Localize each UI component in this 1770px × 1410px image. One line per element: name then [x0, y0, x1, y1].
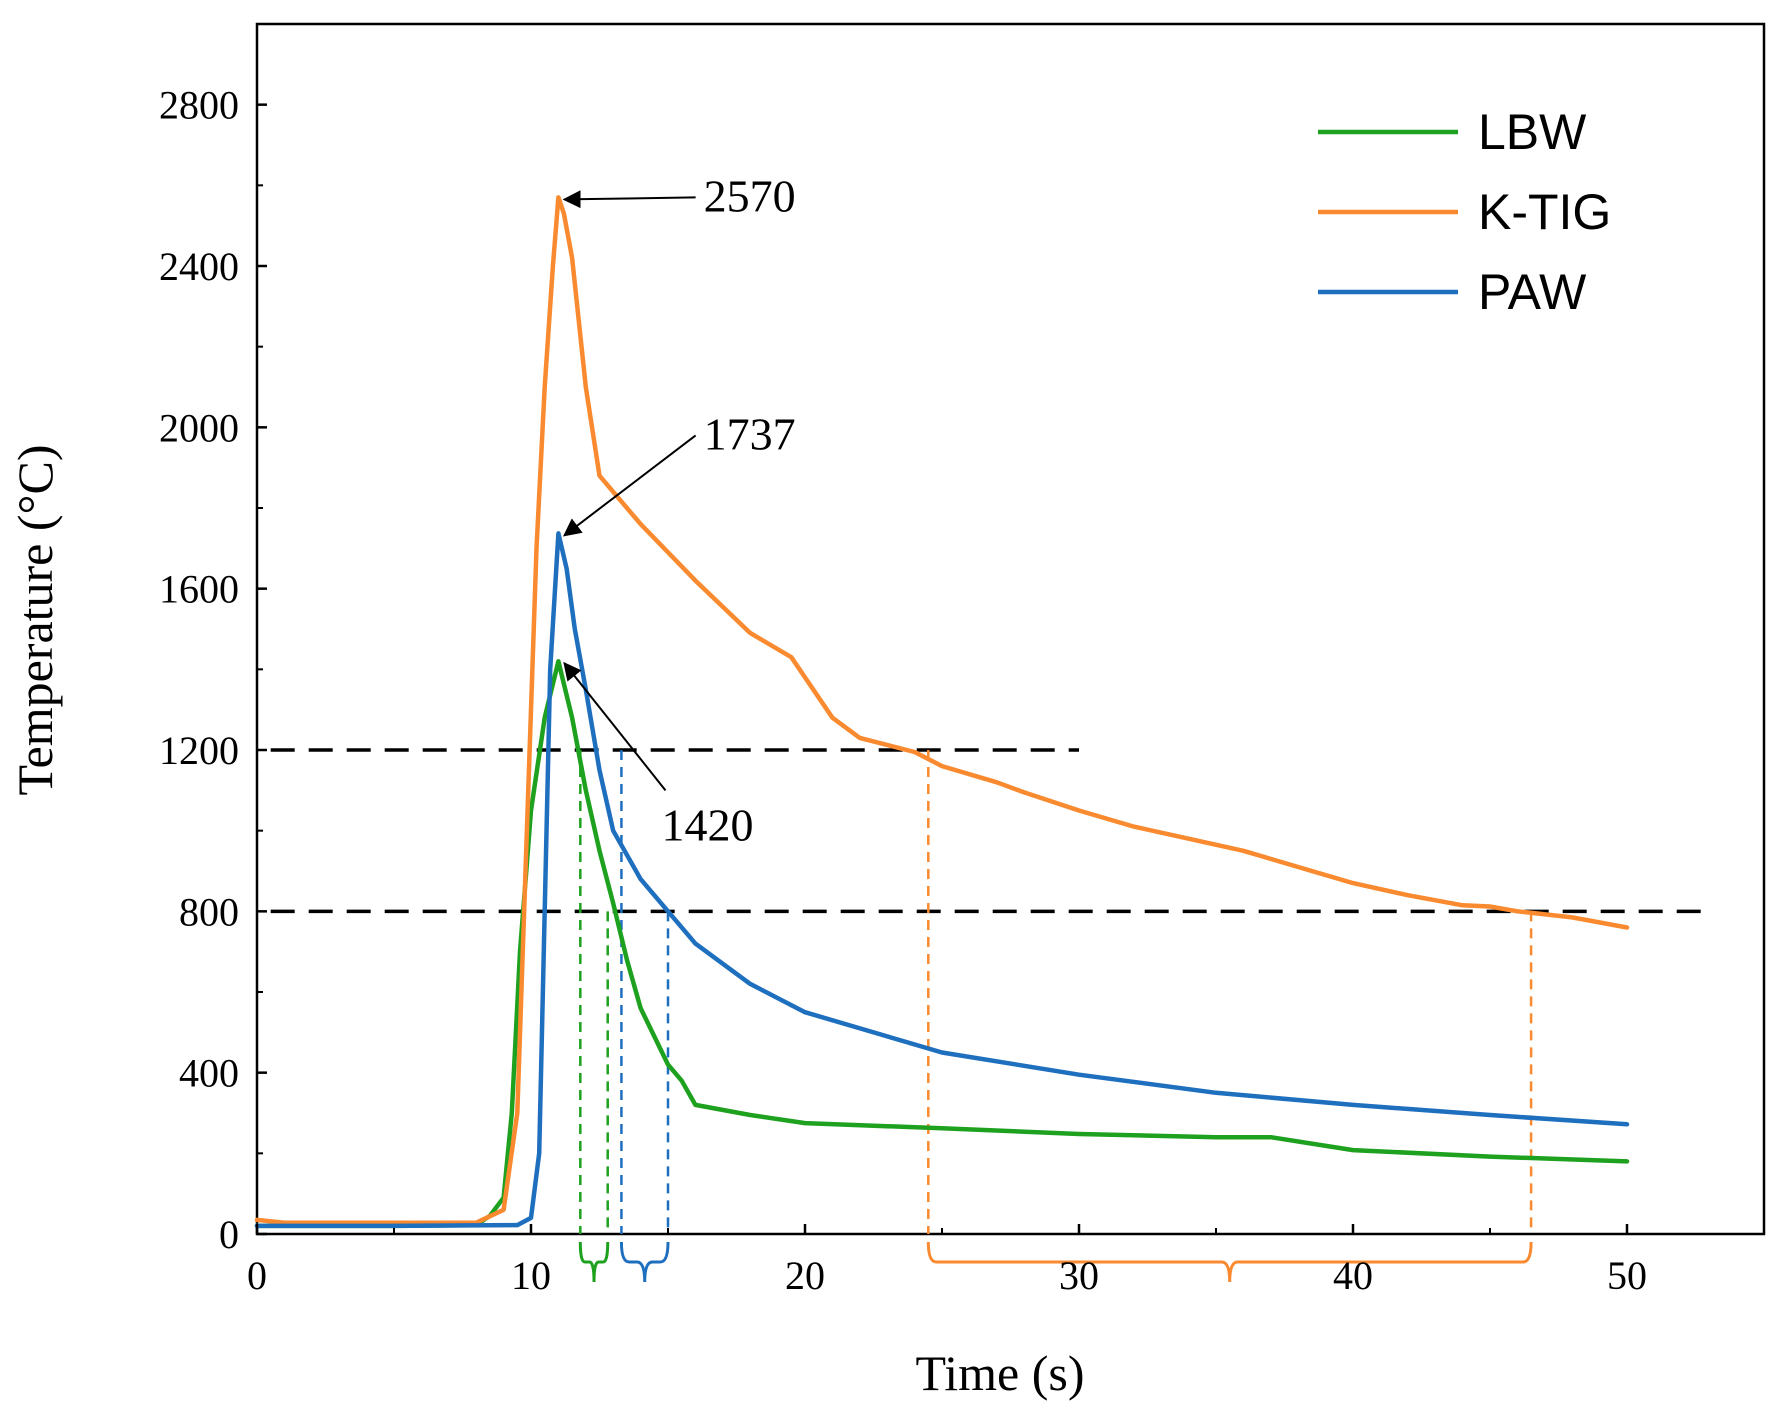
x-tick-label-40: 40: [1333, 1253, 1373, 1298]
annotation-arrow-2570: [562, 190, 696, 209]
legend-label-paw: PAW: [1478, 264, 1587, 320]
y-tick-label-1200: 1200: [159, 728, 239, 773]
annotations: 2570 1737 1420: [562, 170, 796, 850]
drop-lines: [579, 750, 1533, 1234]
x-tick-label-10: 10: [511, 1253, 551, 1298]
annotation-arrow-1737: [562, 434, 697, 537]
y-tick-label-400: 400: [179, 1051, 239, 1096]
x-tick-label-0: 0: [247, 1253, 267, 1298]
brace-paw: [619, 1241, 670, 1283]
series-line-k-tig: [254, 195, 1630, 1225]
legend-label-lbw: LBW: [1478, 104, 1587, 160]
y-axis: 0 400 800 1200 1600 2000 2400 2800: [159, 83, 267, 1257]
plot-frame: [255, 22, 1766, 1236]
y-axis-title: Temperature (°C): [7, 444, 63, 795]
x-tick-label-30: 30: [1059, 1253, 1099, 1298]
annotation-label-2570: 2570: [704, 170, 796, 221]
y-tick-label-2800: 2800: [159, 83, 239, 128]
annotation-label-1737: 1737: [704, 408, 796, 459]
x-tick-label-50: 50: [1607, 1253, 1647, 1298]
y-tick-label-0: 0: [219, 1212, 239, 1257]
annotation-arrow-1420: [563, 661, 667, 791]
y-tick-label-2000: 2000: [159, 405, 239, 450]
brace-lbw: [578, 1241, 610, 1283]
reference-lines: [270, 748, 1710, 914]
interval-braces: [578, 1241, 1533, 1283]
x-axis-title: Time (s): [915, 1345, 1084, 1401]
brace-k-tig: [926, 1241, 1533, 1283]
y-tick-label-1600: 1600: [159, 567, 239, 612]
y-tick-label-2400: 2400: [159, 244, 239, 289]
series-line-paw: [254, 531, 1630, 1229]
y-tick-label-800: 800: [179, 889, 239, 934]
legend-label-k-tig: K-TIG: [1478, 184, 1611, 240]
series-line-lbw: [254, 659, 1630, 1229]
annotation-label-1420: 1420: [661, 799, 753, 850]
x-tick-label-20: 20: [785, 1253, 825, 1298]
x-axis: 0 10 20 30 40 50: [247, 1224, 1647, 1298]
series-lines: [254, 195, 1630, 1229]
legend: LBW K-TIG PAW: [1318, 104, 1611, 320]
